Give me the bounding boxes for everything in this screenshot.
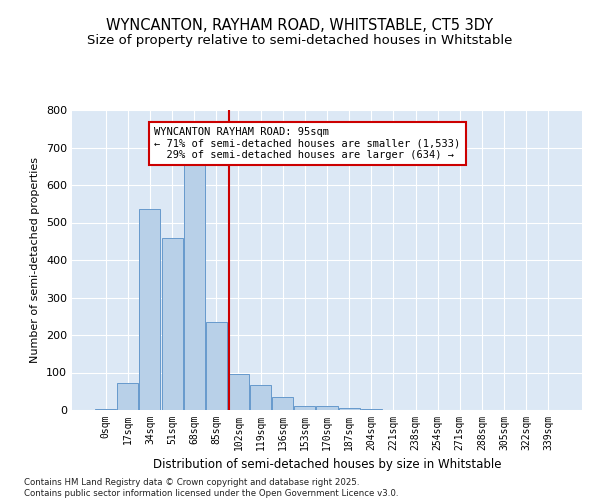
Text: Size of property relative to semi-detached houses in Whitstable: Size of property relative to semi-detach… [88,34,512,47]
Bar [316,406,338,410]
Bar [184,160,205,410]
X-axis label: Distribution of semi-detached houses by size in Whitstable: Distribution of semi-detached houses by … [153,458,501,471]
Bar [295,406,316,410]
Bar [250,384,271,410]
Bar [118,383,139,410]
Bar [228,374,249,410]
Bar [338,408,359,410]
Bar [139,210,160,410]
Text: WYNCANTON, RAYHAM ROAD, WHITSTABLE, CT5 3DY: WYNCANTON, RAYHAM ROAD, WHITSTABLE, CT5 … [106,18,494,32]
Bar [95,409,116,410]
Bar [361,409,382,410]
Bar [161,238,182,410]
Text: Contains HM Land Registry data © Crown copyright and database right 2025.
Contai: Contains HM Land Registry data © Crown c… [24,478,398,498]
Y-axis label: Number of semi-detached properties: Number of semi-detached properties [31,157,40,363]
Bar [272,397,293,410]
Text: WYNCANTON RAYHAM ROAD: 95sqm
← 71% of semi-detached houses are smaller (1,533)
 : WYNCANTON RAYHAM ROAD: 95sqm ← 71% of se… [154,127,461,160]
Bar [206,322,227,410]
